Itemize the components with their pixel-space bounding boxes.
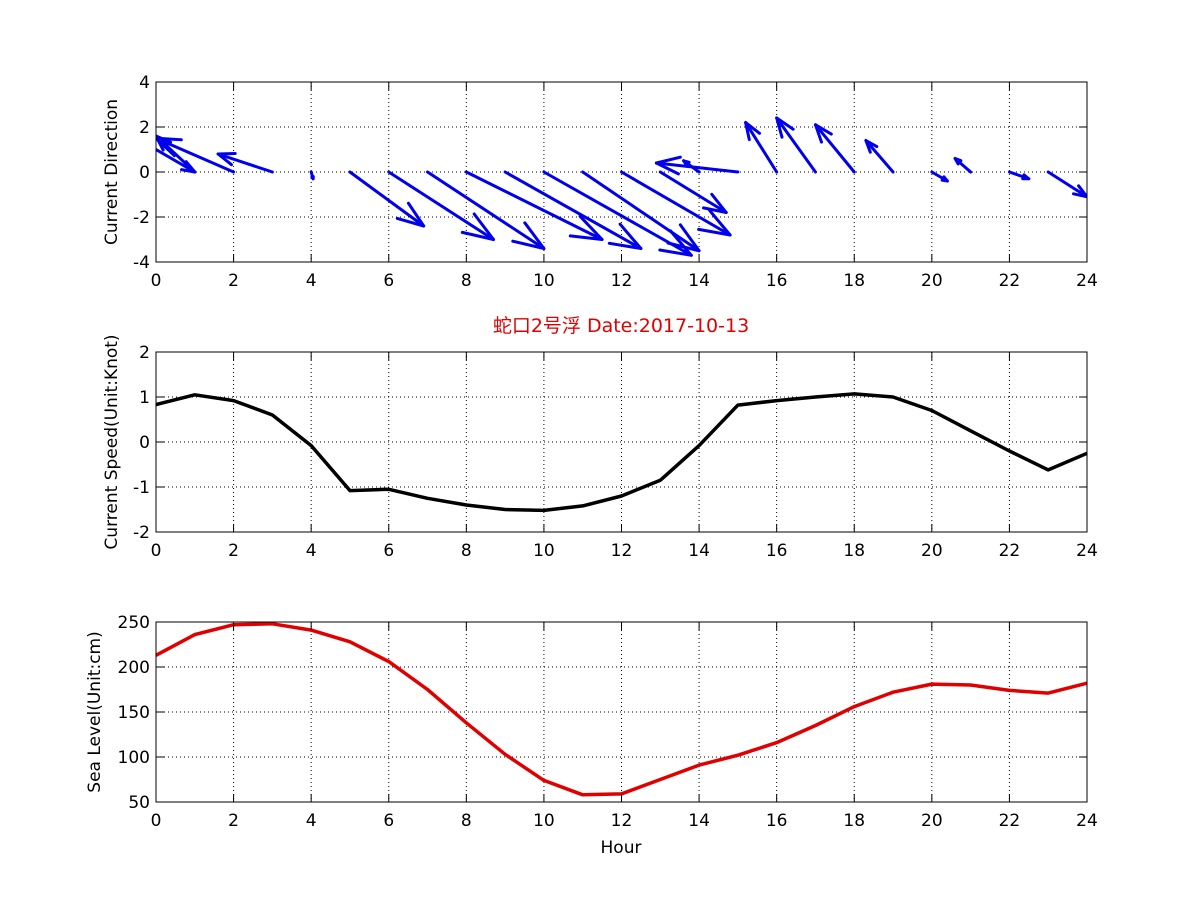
sea-level-xtick-label: 8 <box>461 811 472 831</box>
current-direction-ytick-label: -4 <box>133 253 150 273</box>
current-direction-xtick-label: 2 <box>228 271 239 291</box>
sea-level-xtick-label: 12 <box>611 811 633 831</box>
current-speed-xtick-label: 16 <box>766 541 788 561</box>
sea-level-xtick-label: 2 <box>228 811 239 831</box>
current-direction-xtick-label: 18 <box>843 271 865 291</box>
current-vector-arrow <box>1007 170 1031 181</box>
sea-level-ytick-label: 250 <box>118 613 150 633</box>
current-speed-xtick-label: 12 <box>611 541 633 561</box>
current-speed-panel: Current Speed(Unit:Knot) 0 2 4 6 8 10 12 14 16 18… <box>102 334 1098 561</box>
sea-level-ylabel: Sea Level(Unit:cm) <box>85 631 105 792</box>
sea-level-xtick-label: 4 <box>306 811 317 831</box>
current-direction-ytick-label: 2 <box>139 118 150 138</box>
current-speed-ytick-label: 0 <box>139 433 150 453</box>
current-speed-xtick-label: 0 <box>151 541 162 561</box>
current-vector-arrow <box>309 170 315 181</box>
sea-level-panel: Sea Level(Unit:cm) Hour 0 2 4 6 8 10 12 14 16 18 2… <box>85 613 1098 858</box>
current-speed-ytick-label: 1 <box>139 388 150 408</box>
sea-level-ytick-label: 200 <box>118 658 150 678</box>
current-direction-xtick-label: 24 <box>1076 271 1098 291</box>
current-vector-arrow <box>156 136 236 174</box>
current-vector-arrow <box>581 170 701 253</box>
current-vector-arrow <box>813 123 856 174</box>
current-vector-arrow <box>775 116 817 174</box>
current-speed-xtick-label: 20 <box>921 541 943 561</box>
figure-title: 蛇口2号浮 Date:2017-10-13 <box>493 315 749 337</box>
current-vector-arrow <box>744 121 779 174</box>
current-vector-arrow <box>953 157 973 174</box>
current-direction-panel: Current Direction 0 2 4 6 8 10 12 14 16 18 20 22 24-… <box>102 73 1098 291</box>
sea-level-xtick-label: 16 <box>766 811 788 831</box>
current-vector-arrow <box>216 152 274 174</box>
current-direction-xtick-label: 12 <box>611 271 633 291</box>
current-vector-arrow <box>658 170 728 214</box>
sea-level-xtick-label: 24 <box>1076 811 1098 831</box>
current-vector-arrow <box>542 170 693 257</box>
current-direction-vectors <box>156 116 1087 257</box>
current-direction-xtick-label: 14 <box>688 271 710 291</box>
sea-level-xtick-label: 6 <box>383 811 394 831</box>
current-direction-ytick-label: -2 <box>133 208 150 228</box>
current-direction-xtick-label: 4 <box>306 271 317 291</box>
sea-level-xtick-label: 10 <box>533 811 555 831</box>
current-vector-arrow <box>620 170 732 237</box>
sea-level-xtick-label: 14 <box>688 811 710 831</box>
current-direction-xtick-label: 8 <box>461 271 472 291</box>
current-speed-xtick-label: 6 <box>383 541 394 561</box>
current-vector-arrow <box>348 170 426 228</box>
current-direction-ytick-label: 4 <box>139 73 150 93</box>
current-speed-xtick-label: 8 <box>461 541 472 561</box>
current-direction-xtick-label: 0 <box>151 271 162 291</box>
sea-level-ytick-label: 150 <box>118 703 150 723</box>
sea-level-xtick-label: 0 <box>151 811 162 831</box>
current-direction-xtick-label: 22 <box>999 271 1021 291</box>
current-speed-xtick-label: 14 <box>688 541 710 561</box>
current-vector-arrow <box>426 170 546 250</box>
current-speed-ytick-label: -1 <box>133 478 150 498</box>
current-speed-xtick-label: 24 <box>1076 541 1098 561</box>
sea-level-xlabel: Hour <box>601 838 642 858</box>
current-direction-xtick-label: 10 <box>533 271 555 291</box>
sea-level-xtick-label: 20 <box>921 811 943 831</box>
current-vector-arrow <box>1046 170 1087 199</box>
current-vector-arrow <box>464 170 604 241</box>
sea-level-series-line <box>155 622 1088 797</box>
current-vector-arrow <box>503 170 643 250</box>
current-speed-xtick-label: 18 <box>843 541 865 561</box>
sea-level-xtick-label: 22 <box>999 811 1021 831</box>
current-direction-ytick-label: 0 <box>139 163 150 183</box>
current-direction-xtick-label: 16 <box>766 271 788 291</box>
current-vector-arrow <box>864 139 895 174</box>
current-speed-xtick-label: 4 <box>306 541 317 561</box>
sea-level-ytick-label: 50 <box>128 793 150 813</box>
current-speed-ylabel: Current Speed(Unit:Knot) <box>102 334 122 549</box>
current-direction-xtick-label: 20 <box>921 271 943 291</box>
sea-level-ytick-label: 100 <box>118 748 150 768</box>
sea-level-xtick-label: 18 <box>843 811 865 831</box>
current-speed-xtick-label: 10 <box>533 541 555 561</box>
current-direction-xtick-label: 6 <box>383 271 394 291</box>
current-speed-series-line <box>155 392 1088 513</box>
current-speed-xtick-label: 2 <box>228 541 239 561</box>
current-vector-arrow <box>387 170 495 241</box>
current-speed-xtick-label: 22 <box>999 541 1021 561</box>
current-vector-arrow <box>930 170 949 183</box>
current-speed-ytick-label: -2 <box>133 523 150 543</box>
current-speed-ytick-label: 2 <box>139 343 150 363</box>
current-vector-arrow <box>654 155 740 176</box>
current-direction-ylabel: Current Direction <box>102 99 122 245</box>
